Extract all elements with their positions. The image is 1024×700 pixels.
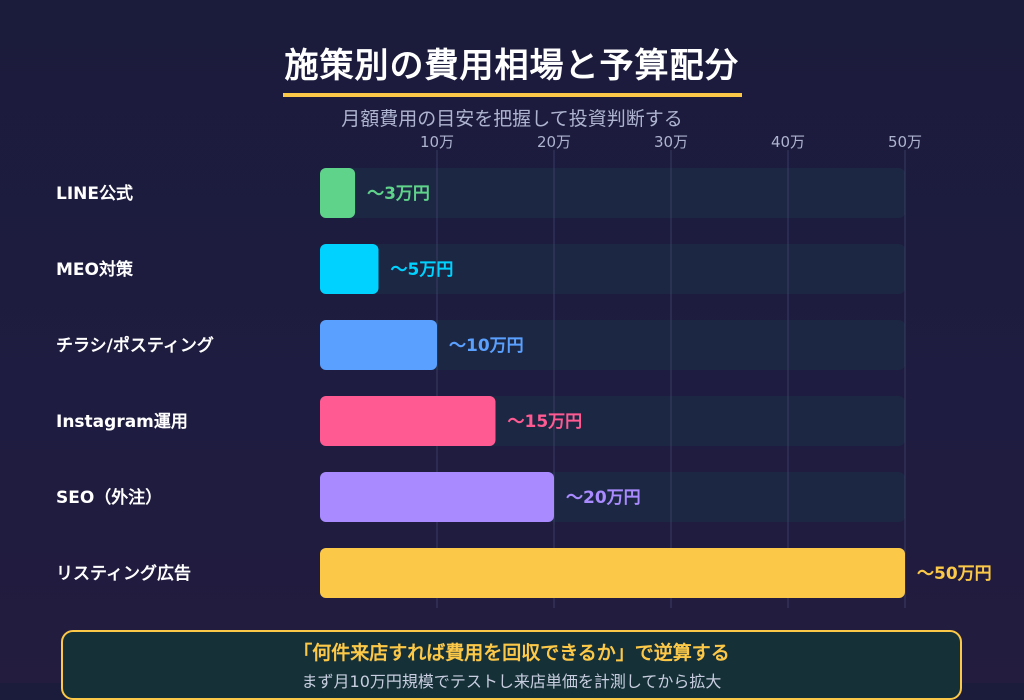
x-tick-label: 50万 [888, 133, 922, 151]
bar [320, 168, 356, 218]
bar-track [320, 244, 905, 294]
bar [320, 548, 905, 598]
value-label: 〜5万円 [391, 260, 454, 280]
value-label: 〜20万円 [566, 488, 641, 508]
bar-track [320, 168, 905, 218]
bar [320, 396, 496, 446]
callout-sub-text: まず月10万円規模でテストし来店単価を計測してから拡大 [301, 672, 722, 691]
callout-main-text: 「何件来店すれば費用を回収できるか」で逆算する [293, 642, 730, 664]
category-label: チラシ/ポスティング [56, 335, 214, 356]
category-label: リスティング広告 [56, 563, 191, 584]
category-label: MEO対策 [56, 259, 134, 280]
value-label: 〜3万円 [367, 184, 430, 204]
category-label: SEO（外注） [56, 487, 162, 508]
value-label: 〜10万円 [449, 336, 524, 356]
value-label: 〜50万円 [917, 564, 992, 584]
category-label: LINE公式 [56, 183, 133, 204]
category-label: Instagram運用 [56, 412, 188, 432]
bar [320, 244, 379, 294]
value-label: 〜15万円 [508, 412, 583, 432]
x-tick-label: 30万 [654, 133, 688, 151]
bar-chart: 10万 20万 30万 40万 50万 LINE公式 〜3万円 MEO対策 〜5万円チラシ/ポス… [56, 133, 992, 608]
chart-title: 施策別の費用相場と予算配分 [0, 38, 1024, 97]
bar [320, 320, 437, 370]
x-tick-label: 40万 [771, 133, 805, 151]
bar [320, 472, 554, 522]
chart-subtitle: 月額費用の目安を把握して投資判断する [341, 108, 683, 130]
x-tick-label: 10万 [420, 133, 454, 151]
x-tick-label: 20万 [537, 133, 571, 151]
callout-box: 「何件来店すれば費用を回収できるか」で逆算する まず月10万円規模でテストし来店… [61, 630, 962, 700]
bar-track [320, 320, 905, 370]
